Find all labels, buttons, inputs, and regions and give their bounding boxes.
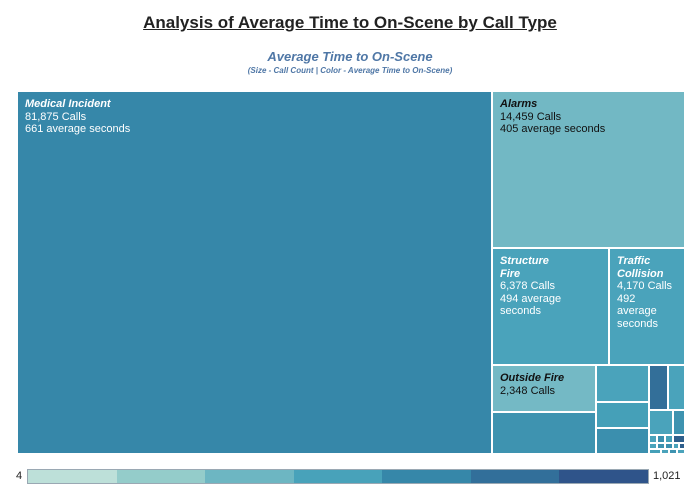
treemap-cell[interactable]	[673, 410, 685, 435]
legend-swatch	[116, 470, 206, 483]
treemap-cell[interactable]	[649, 410, 673, 435]
color-legend-bar	[27, 469, 649, 484]
legend-max-label: 1,021	[653, 470, 681, 482]
cell-average: 405 average seconds	[500, 123, 606, 135]
treemap-cell[interactable]	[657, 435, 665, 443]
page-title: Analysis of Average Time to On-Scene by …	[143, 13, 557, 32]
chart-title: Average Time to On-Scene	[267, 49, 433, 64]
treemap-cell[interactable]	[668, 365, 685, 410]
cell-average: 494 average seconds	[500, 292, 562, 318]
cell-calls: 6,378 Calls	[500, 280, 556, 292]
chart-subtitle: (Size - Call Count | Color - Average Tim…	[247, 66, 453, 75]
cell-label: Medical Incident 81,875 Calls 661 average …	[25, 98, 487, 136]
treemap: Medical Incident 81,875 Calls 661 average …	[17, 91, 685, 454]
cell-calls: 14,459 Calls	[500, 110, 562, 123]
treemap-cell[interactable]	[596, 402, 649, 428]
treemap-cell[interactable]	[677, 449, 685, 454]
treemap-cell[interactable]: Alarms 14,459 Calls 405 average seconds	[492, 91, 685, 248]
cell-name: Traffic Collision	[617, 255, 664, 280]
treemap-cell[interactable]	[679, 443, 685, 449]
cell-name: Medical Incident	[25, 98, 111, 110]
legend-min-label: 4	[16, 470, 23, 482]
cell-average: 661 average seconds	[25, 123, 131, 135]
treemap-cell[interactable]	[669, 449, 677, 454]
cell-calls: 2,348 Calls	[500, 384, 556, 397]
treemap-cell[interactable]	[649, 435, 657, 443]
cell-label: Alarms 14,459 Calls 405 average seconds	[500, 98, 680, 136]
legend-swatch	[293, 470, 383, 483]
treemap-cell[interactable]: Outside Fire 2,348 Calls	[492, 365, 596, 412]
cell-average: 492 average seconds	[617, 292, 658, 330]
cell-calls: 81,875 Calls	[25, 110, 87, 123]
treemap-cell[interactable]	[649, 449, 661, 454]
cell-name: Structure Fire	[500, 255, 549, 280]
treemap-cell[interactable]: Traffic Collision 4,170 Calls 492 average …	[609, 248, 685, 365]
treemap-cell[interactable]	[657, 443, 665, 449]
treemap-cell[interactable]	[661, 449, 669, 454]
treemap-cell[interactable]	[673, 435, 685, 443]
cell-name: Outside Fire	[500, 372, 565, 384]
legend-swatch	[205, 470, 294, 483]
treemap-cell[interactable]	[596, 365, 649, 402]
cell-name: Alarms	[500, 98, 538, 110]
cell-label: Outside Fire 2,348 Calls	[500, 372, 591, 397]
treemap-cell[interactable]	[665, 443, 673, 449]
treemap-cell[interactable]	[492, 412, 596, 454]
treemap-cell[interactable]: Medical Incident 81,875 Calls 661 average …	[17, 91, 492, 454]
treemap-cell[interactable]	[665, 435, 673, 443]
treemap-cell[interactable]	[673, 443, 679, 449]
cell-calls: 4,170 Calls	[617, 280, 673, 292]
treemap-cell[interactable]	[596, 428, 649, 454]
legend-swatch	[382, 470, 471, 483]
legend-swatch	[28, 470, 117, 483]
cell-label: Traffic Collision 4,170 Calls 492 average …	[617, 255, 675, 330]
legend-swatch	[470, 470, 560, 483]
treemap-cell[interactable]	[649, 365, 668, 410]
cell-label: Structure Fire 6,378 Calls 494 average sec…	[500, 255, 570, 318]
treemap-cell[interactable]	[649, 443, 657, 449]
legend-swatch	[559, 470, 649, 483]
treemap-cell[interactable]: Structure Fire 6,378 Calls 494 average sec…	[492, 248, 609, 365]
